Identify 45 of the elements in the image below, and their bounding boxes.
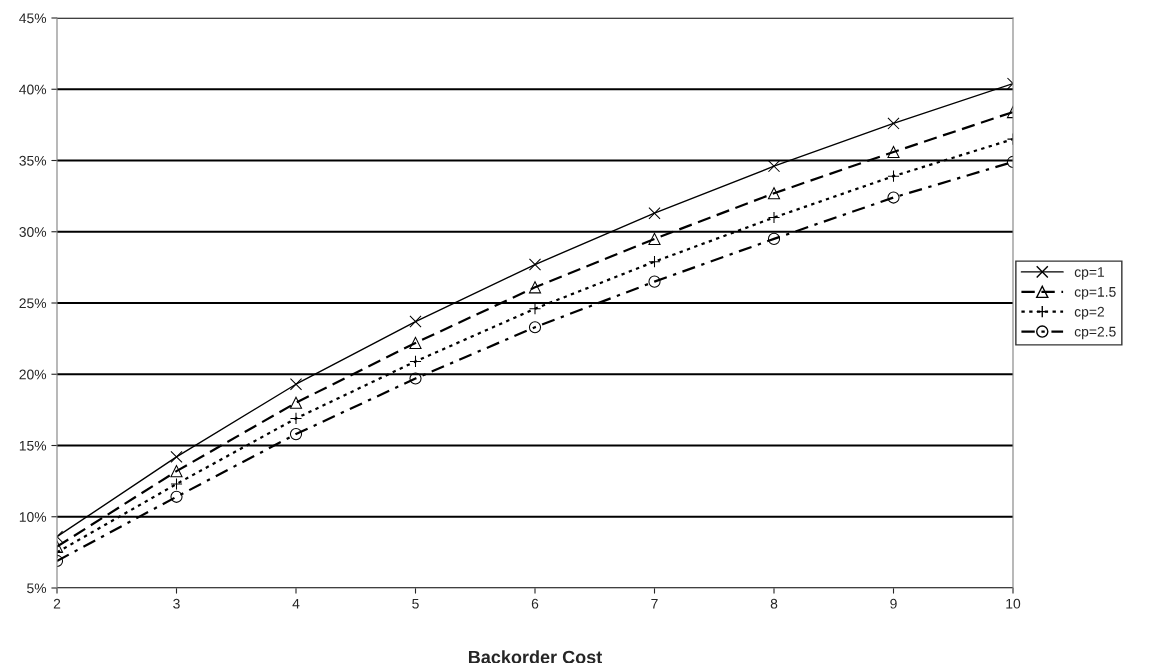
point <box>289 378 303 391</box>
point <box>528 321 542 334</box>
x-tick-label: 7 <box>651 598 658 609</box>
point <box>528 281 542 294</box>
point <box>409 315 422 328</box>
point <box>887 145 900 159</box>
point <box>887 191 900 204</box>
y-tick-label: 40% <box>19 84 47 95</box>
point <box>648 275 661 288</box>
point <box>887 117 900 130</box>
point <box>170 477 183 491</box>
y-tick-label: 35% <box>19 155 47 166</box>
y-tick-label: 5% <box>27 583 47 594</box>
x-tick-label: 6 <box>531 598 539 609</box>
x-tick-label: 5 <box>412 598 419 609</box>
x-axis-title: Backorder Cost <box>468 650 603 663</box>
point <box>528 258 542 271</box>
legend-label: cp=2.5 <box>1074 326 1116 340</box>
point <box>289 396 303 409</box>
point <box>170 450 183 463</box>
legend-label: cp=1 <box>1074 267 1105 280</box>
x-tick-label: 4 <box>292 598 300 609</box>
point <box>170 465 183 478</box>
point <box>409 372 422 385</box>
x-tick-label: 10 <box>1006 598 1021 609</box>
y-tick-label: 45% <box>19 13 47 24</box>
legend-label: cp=2 <box>1074 306 1105 320</box>
point <box>648 232 661 245</box>
point <box>648 207 661 220</box>
point <box>289 428 303 441</box>
legend-label: cp=1.5 <box>1074 287 1116 300</box>
point <box>767 187 781 200</box>
y-tick-label: 30% <box>19 227 47 237</box>
point <box>170 490 183 503</box>
x-tick-label: 8 <box>770 598 778 609</box>
point <box>767 232 781 245</box>
x-tick-label: 9 <box>890 598 897 609</box>
y-tick-label: 10% <box>19 512 47 522</box>
x-tick-label: 3 <box>173 598 180 609</box>
point <box>767 160 781 173</box>
x-tick-label: 2 <box>53 598 61 609</box>
y-tick-label: 20% <box>19 369 47 380</box>
y-tick-label: 25% <box>19 298 47 309</box>
point <box>409 336 422 349</box>
y-tick-label: 15% <box>19 440 47 451</box>
